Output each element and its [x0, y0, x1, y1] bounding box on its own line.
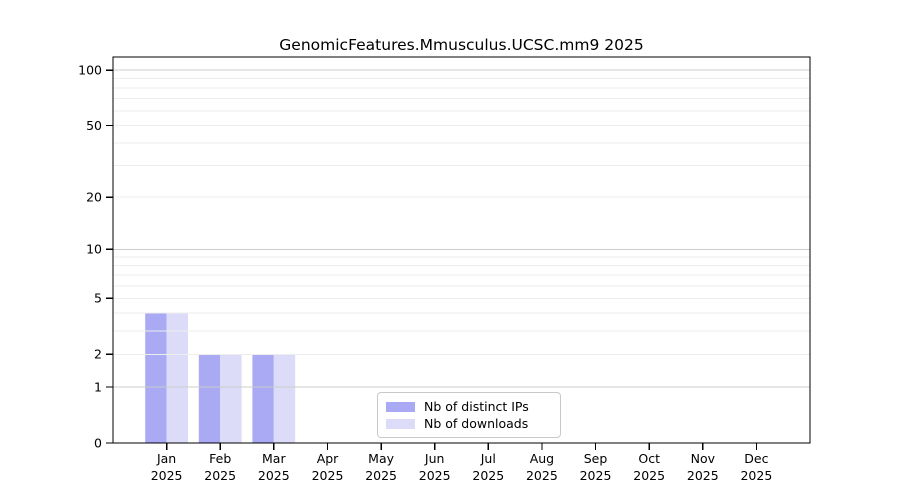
legend-label-downloads: Nb of downloads — [424, 416, 529, 431]
x-tick-label-year-jul: 2025 — [472, 468, 504, 483]
x-tick-label-month-apr: Apr — [317, 451, 339, 466]
x-tick-label-year-aug: 2025 — [526, 468, 558, 483]
legend: Nb of distinct IPs Nb of downloads — [377, 392, 561, 438]
x-tick-label-year-may: 2025 — [365, 468, 397, 483]
x-tick-label-month-oct: Oct — [638, 451, 660, 466]
bar-nb-of-downloads-jan — [166, 313, 188, 443]
bar-nb-of-distinct-ips-feb — [198, 354, 221, 443]
x-tick-label-month-may: May — [368, 451, 394, 466]
x-tick-label-year-jun: 2025 — [419, 468, 451, 483]
x-tick-label-month-dec: Dec — [744, 451, 768, 466]
y-tick-label-0: 0 — [94, 435, 102, 450]
x-tick-label-year-oct: 2025 — [633, 468, 665, 483]
x-tick-label-year-mar: 2025 — [258, 468, 290, 483]
x-tick-label-year-feb: 2025 — [204, 468, 236, 483]
y-tick-label-100: 100 — [78, 63, 102, 78]
x-tick-label-month-nov: Nov — [691, 451, 716, 466]
legend-swatch-distinct-ips-icon — [386, 401, 415, 412]
x-tick-label-month-jul: Jul — [480, 451, 496, 466]
x-tick-label-month-feb: Feb — [209, 451, 231, 466]
legend-label-distinct-ips: Nb of distinct IPs — [424, 399, 529, 414]
y-tick-label-50: 50 — [86, 118, 102, 133]
x-tick-label-year-dec: 2025 — [740, 468, 772, 483]
y-tick-label-20: 20 — [86, 190, 102, 205]
chart-title: GenomicFeatures.Mmusculus.UCSC.mm9 2025 — [279, 36, 644, 54]
bar-nb-of-downloads-feb — [220, 354, 242, 443]
y-tick-label-2: 2 — [94, 347, 102, 362]
y-tick-label-10: 10 — [86, 242, 102, 257]
x-tick-label-month-jun: Jun — [424, 451, 445, 466]
x-tick-label-month-aug: Aug — [530, 451, 554, 466]
plot-border — [112, 56, 811, 444]
bar-nb-of-downloads-mar — [273, 354, 296, 443]
y-tick-label-5: 5 — [94, 291, 102, 306]
x-tick-label-month-mar: Mar — [262, 451, 286, 466]
x-tick-label-month-sep: Sep — [584, 451, 608, 466]
x-tick-label-year-nov: 2025 — [687, 468, 719, 483]
legend-item-distinct-ips: Nb of distinct IPs — [386, 399, 550, 414]
legend-item-downloads: Nb of downloads — [386, 416, 550, 431]
legend-swatch-downloads-icon — [386, 418, 415, 429]
y-tick-label-1: 1 — [94, 379, 102, 394]
bar-nb-of-distinct-ips-mar — [252, 354, 274, 443]
x-tick-label-year-apr: 2025 — [312, 468, 344, 483]
x-tick-label-year-sep: 2025 — [580, 468, 612, 483]
bar-nb-of-distinct-ips-jan — [145, 313, 167, 443]
x-tick-label-year-jan: 2025 — [151, 468, 183, 483]
x-tick-label-month-jan: Jan — [156, 451, 176, 466]
